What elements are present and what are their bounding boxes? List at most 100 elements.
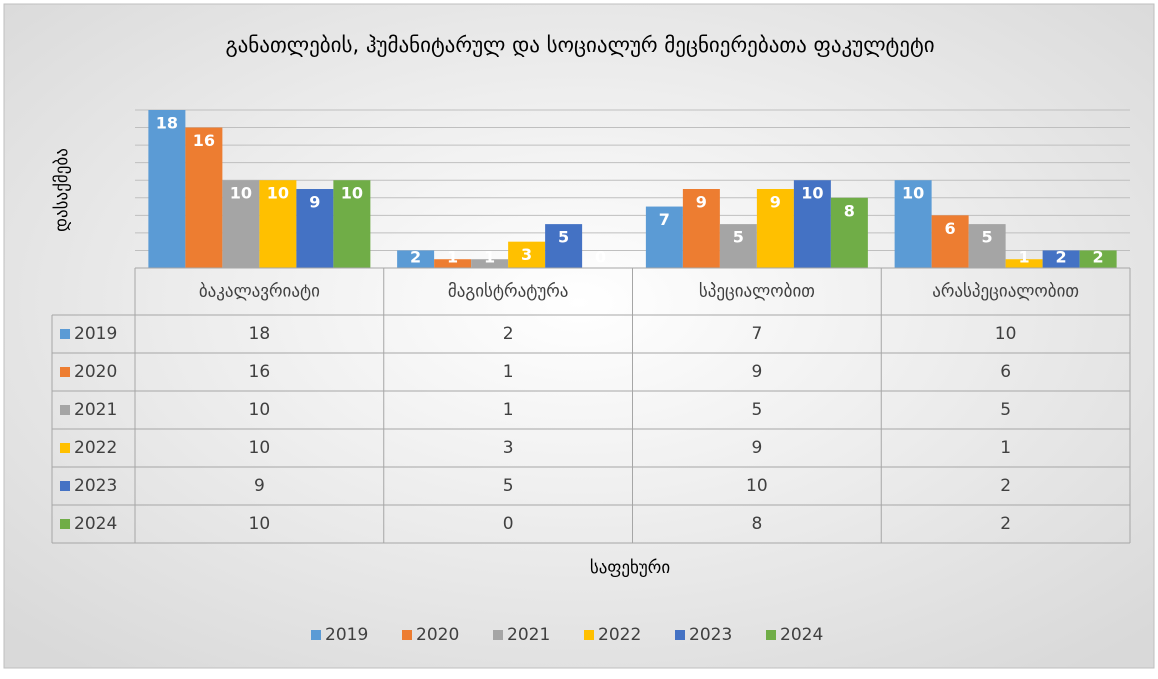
table-cell: 10: [249, 400, 271, 420]
data-label: 10: [902, 184, 924, 203]
data-label: 18: [156, 114, 178, 133]
bar: [682, 189, 720, 268]
data-label: 2: [1093, 248, 1104, 267]
legend-swatch: [584, 630, 594, 640]
legend-key: [60, 405, 70, 415]
legend-label: 2021: [507, 625, 550, 645]
legend-key: [60, 329, 70, 339]
table-header: ბაკალავრიატი: [199, 282, 320, 302]
legend-label: 2023: [689, 625, 732, 645]
data-label: 0: [595, 248, 606, 267]
chart-background: [3, 3, 1155, 669]
table-cell: 3: [503, 438, 514, 458]
table-cell: 2: [1000, 514, 1011, 534]
bar: [830, 197, 868, 268]
data-label: 5: [733, 228, 744, 247]
bar: [545, 224, 583, 268]
legend-key: [60, 443, 70, 453]
x-axis-title: საფეხური: [590, 558, 670, 578]
table-cell: 5: [1000, 400, 1011, 420]
data-label: 7: [659, 210, 670, 229]
bar: [296, 189, 334, 268]
legend-swatch: [675, 630, 685, 640]
data-label: 2: [1056, 248, 1067, 267]
table-cell: 5: [503, 476, 514, 496]
legend-swatch: [311, 630, 321, 640]
data-label: 9: [309, 193, 320, 212]
legend-swatch: [766, 630, 776, 640]
data-label: 1: [447, 248, 458, 267]
legend-key: [60, 519, 70, 529]
table-row-label: 2020: [74, 362, 117, 382]
data-label: 6: [945, 219, 956, 238]
data-label: 8: [844, 201, 855, 220]
table-row-label: 2022: [74, 438, 117, 458]
data-label: 9: [696, 193, 707, 212]
bar: [894, 180, 932, 268]
table-cell: 10: [249, 438, 271, 458]
bar: [719, 224, 757, 268]
legend-label: 2024: [780, 625, 823, 645]
bar: [397, 250, 435, 268]
bar: [185, 127, 223, 268]
data-label: 5: [982, 228, 993, 247]
bar: [756, 189, 794, 268]
bar: [148, 110, 186, 268]
table-cell: 18: [249, 324, 271, 344]
legend-swatch: [402, 630, 412, 640]
data-label: 10: [267, 184, 289, 203]
data-label: 10: [801, 184, 823, 203]
table-row-label: 2019: [74, 324, 117, 344]
data-label: 9: [770, 193, 781, 212]
legend-key: [60, 481, 70, 491]
legend-swatch: [493, 630, 503, 640]
bar: [1042, 250, 1080, 268]
data-label: 1: [484, 248, 495, 267]
data-label: 10: [341, 184, 363, 203]
legend-label: 2019: [325, 625, 368, 645]
table-cell: 5: [751, 400, 762, 420]
bar: [222, 180, 260, 268]
table-cell: 10: [995, 324, 1017, 344]
chart-title: განათლების, ჰუმანიტარულ და სოციალურ მეცნ…: [225, 33, 934, 57]
bar: [793, 180, 831, 268]
bar: [1079, 250, 1117, 268]
table-cell: 9: [751, 438, 762, 458]
table-cell: 10: [746, 476, 768, 496]
table-row-label: 2024: [74, 514, 117, 534]
legend-key: [60, 367, 70, 377]
data-label: 2: [410, 248, 421, 267]
legend-label: 2022: [598, 625, 641, 645]
data-label: 5: [558, 228, 569, 247]
data-label: 3: [521, 245, 532, 264]
table-cell: 2: [1000, 476, 1011, 496]
table-header: არასპეციალობით: [932, 282, 1079, 302]
table-cell: 9: [254, 476, 265, 496]
table-cell: 6: [1000, 362, 1011, 382]
table-header: მაგისტრატურა: [448, 282, 569, 302]
table-cell: 16: [249, 362, 271, 382]
legend-label: 2020: [416, 625, 459, 645]
table-cell: 2: [503, 324, 514, 344]
table-row-label: 2021: [74, 400, 117, 420]
data-label: 16: [193, 131, 215, 150]
table-cell: 1: [503, 362, 514, 382]
table-cell: 1: [503, 400, 514, 420]
bar: [508, 241, 546, 268]
bar: [434, 259, 472, 268]
bar: [968, 224, 1006, 268]
bar: [259, 180, 297, 268]
table-row-label: 2023: [74, 476, 117, 496]
table-cell: 10: [249, 514, 271, 534]
data-label: 1: [1019, 248, 1030, 267]
bar: [931, 215, 969, 268]
data-label: 10: [230, 184, 252, 203]
table-cell: 8: [751, 514, 762, 534]
bar: [333, 180, 371, 268]
bar: [1005, 259, 1043, 268]
bar: [645, 206, 683, 268]
table-cell: 0: [503, 514, 514, 534]
table-cell: 7: [751, 324, 762, 344]
table-header: სპეციალობით: [699, 282, 815, 302]
